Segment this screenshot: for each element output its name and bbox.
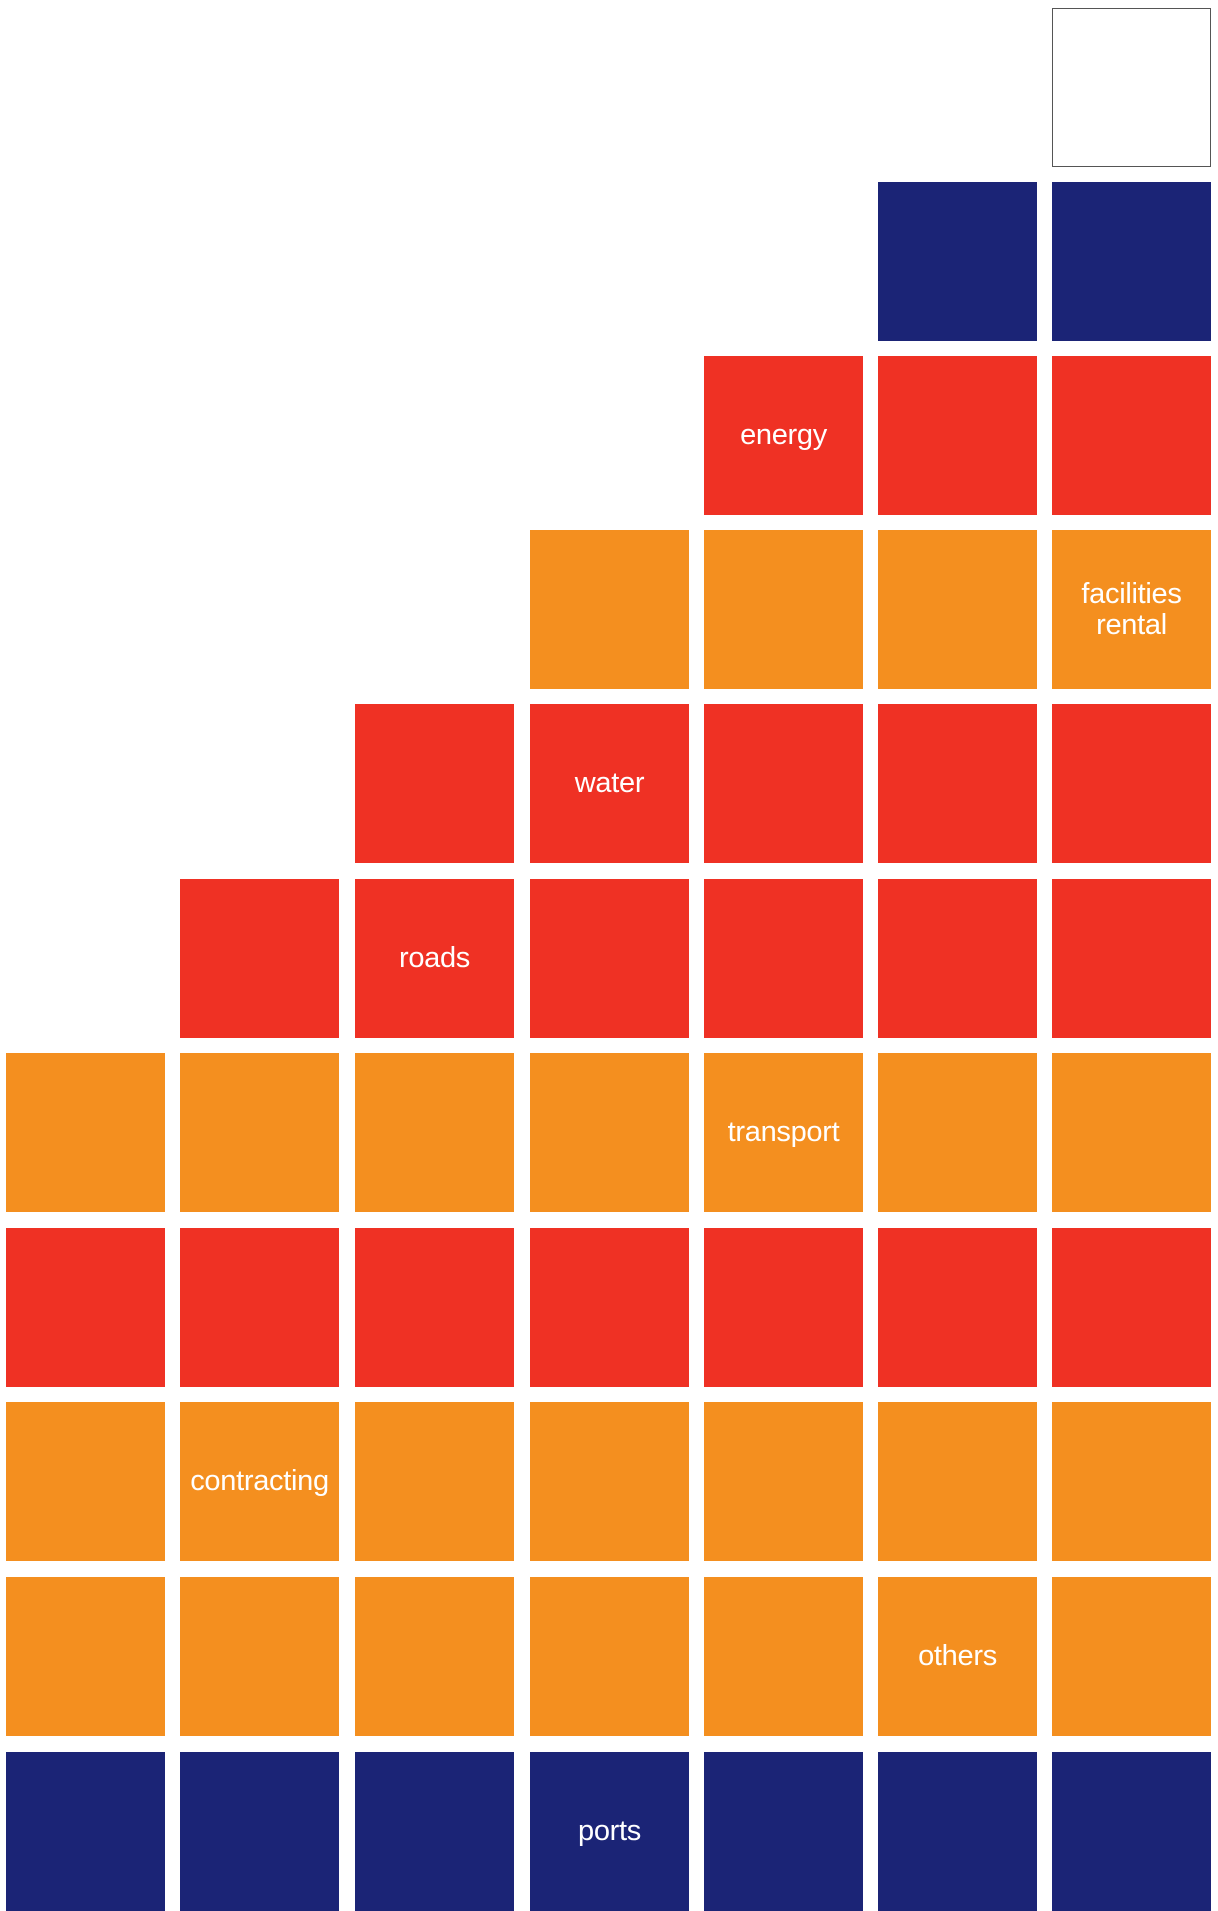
tile-label-energy: energy	[740, 419, 827, 451]
tile-red	[1052, 879, 1211, 1038]
tile-orange	[355, 1053, 514, 1212]
tile-orange	[6, 1577, 165, 1736]
tile-red	[530, 879, 689, 1038]
tile-red	[704, 1228, 863, 1387]
tile-navy	[1052, 182, 1211, 341]
tile-orange	[704, 530, 863, 689]
tile-red	[878, 356, 1037, 515]
tile-empty	[1052, 8, 1211, 167]
tile-red	[530, 1228, 689, 1387]
tile-red	[180, 879, 339, 1038]
tile-red	[878, 1228, 1037, 1387]
tile-orange	[6, 1402, 165, 1561]
tile-contracting: contracting	[180, 1402, 339, 1561]
tile-roads: roads	[355, 879, 514, 1038]
tile-red	[355, 704, 514, 863]
tile-orange	[355, 1577, 514, 1736]
tile-red	[704, 879, 863, 1038]
tile-navy	[180, 1752, 339, 1911]
tile-transport: transport	[704, 1053, 863, 1212]
tile-orange	[878, 1053, 1037, 1212]
tile-orange	[878, 1402, 1037, 1561]
tile-orange	[530, 530, 689, 689]
tile-red	[878, 879, 1037, 1038]
tile-red	[1052, 1228, 1211, 1387]
tile-label-transport: transport	[727, 1116, 840, 1148]
tile-red	[1052, 704, 1211, 863]
tile-label-facilities-rental: facilities rental	[1081, 577, 1182, 641]
tile-ports: ports	[530, 1752, 689, 1911]
tile-red	[6, 1228, 165, 1387]
tile-orange	[878, 530, 1037, 689]
tile-orange	[704, 1577, 863, 1736]
tile-navy	[1052, 1752, 1211, 1911]
tile-orange	[1052, 1402, 1211, 1561]
tile-navy	[355, 1752, 514, 1911]
tile-navy	[6, 1752, 165, 1911]
tile-red	[878, 704, 1037, 863]
tile-others: others	[878, 1577, 1037, 1736]
tile-orange	[180, 1053, 339, 1212]
tile-orange	[530, 1577, 689, 1736]
tile-label-ports: ports	[578, 1815, 641, 1847]
tile-water: water	[530, 704, 689, 863]
tile-orange	[355, 1402, 514, 1561]
tile-navy	[704, 1752, 863, 1911]
tile-navy	[878, 182, 1037, 341]
tile-label-others: others	[918, 1640, 997, 1672]
tile-orange	[704, 1402, 863, 1561]
tile-orange	[530, 1402, 689, 1561]
tile-facilities-rental: facilities rental	[1052, 530, 1211, 689]
tile-navy	[878, 1752, 1037, 1911]
tile-label-water: water	[574, 767, 645, 799]
tile-orange	[1052, 1053, 1211, 1212]
tile-red	[180, 1228, 339, 1387]
tile-orange	[6, 1053, 165, 1212]
tile-red	[1052, 356, 1211, 515]
tile-orange	[1052, 1577, 1211, 1736]
tile-energy: energy	[704, 356, 863, 515]
tile-red	[355, 1228, 514, 1387]
tile-label-contracting: contracting	[190, 1465, 329, 1497]
tile-orange	[530, 1053, 689, 1212]
tile-label-roads: roads	[398, 942, 471, 974]
tile-orange	[180, 1577, 339, 1736]
tile-red	[704, 704, 863, 863]
